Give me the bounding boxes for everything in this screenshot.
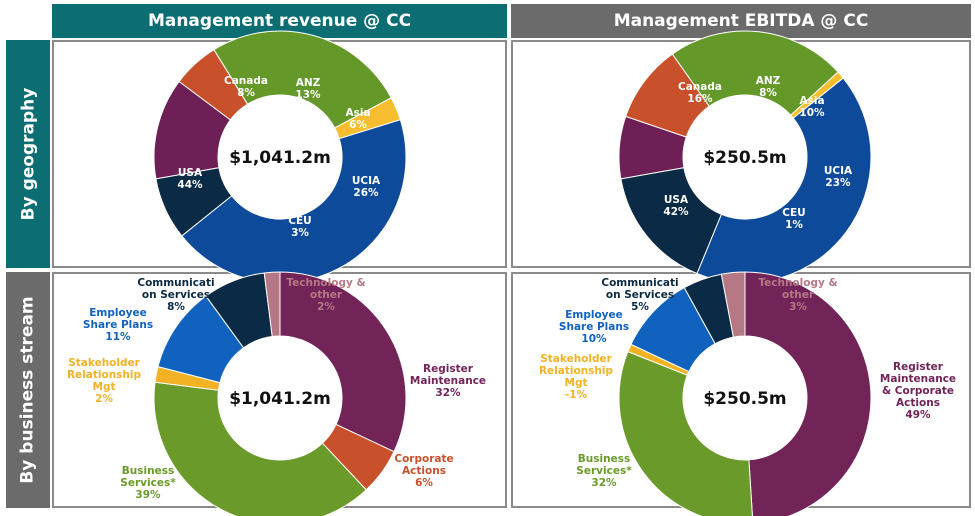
label-rev-bus-stakeholder: Stakeholder Relationship Mgt 2% — [67, 357, 142, 405]
label-rev-geo-ucia: UCIA 26% — [352, 175, 381, 199]
donut-ebitda-geo: ANZ 8% Asia 10% UCIA 23% CEU 1% USA 42% Canada 16% $… — [618, 30, 872, 284]
center-total-rev-geo: $1,041.2m — [229, 148, 331, 168]
slice-rev-bus-register — [279, 271, 407, 453]
slice-ebitda-bus-technology — [720, 271, 746, 338]
label-rev-bus-employee: Employee Share Plans 11% — [83, 307, 153, 343]
label-ebitda-geo-usa: USA 42% — [663, 194, 689, 218]
geography-row-header: By geography — [6, 40, 50, 268]
revenue-header-text: Management revenue @ CC — [147, 11, 412, 31]
label-ebitda-bus-technology: Technology & other 3% — [758, 277, 837, 313]
slice-rev-geo-canada — [155, 167, 233, 237]
center-total-rev-bus: $1,041.2m — [229, 389, 331, 409]
label-ebitda-geo-anz: ANZ 8% — [756, 75, 781, 99]
label-ebitda-bus-stakeholder: Stakeholder Relationship Mgt -1% — [539, 353, 614, 401]
slice-rev-bus-business — [153, 381, 367, 516]
label-ebitda-geo-asia: Asia 10% — [799, 95, 825, 119]
ebitda-header-text: Management EBITDA @ CC — [613, 11, 869, 31]
slice-rev-bus-technology — [263, 271, 281, 338]
label-rev-geo-asia: Asia 6% — [345, 107, 370, 131]
slice-ebitda-bus-register — [744, 271, 872, 516]
business-stream-row-header: By business stream — [6, 272, 50, 508]
slice-ebitda-geo-ucia — [671, 30, 839, 116]
label-ebitda-bus-communicati: Communicati on Services 5% — [601, 277, 678, 313]
label-rev-bus-business: Business Services* 39% — [120, 465, 176, 501]
label-ebitda-geo-ceu: CEU 1% — [782, 207, 805, 231]
label-rev-bus-technology: Technology & other 2% — [286, 277, 365, 313]
label-rev-bus-corporate: Corporate Actions 6% — [394, 453, 453, 489]
slice-rev-geo-ucia — [213, 30, 392, 129]
label-rev-geo-usa: USA 44% — [177, 167, 203, 191]
donut-rev-bus: Register Maintenance 32% Corporate Actions 6%… — [67, 271, 486, 516]
slice-rev-geo-usa — [181, 119, 407, 284]
slice-ebitda-bus-business — [618, 350, 753, 516]
label-ebitda-bus-employee: Employee Share Plans 10% — [559, 309, 629, 345]
donut-ebitda-bus: Register Maintenance & Corporate Actions 49%… — [539, 271, 956, 516]
slice-ebitda-geo-canada — [620, 167, 723, 275]
label-ebitda-geo-ucia: UCIA 23% — [824, 165, 853, 189]
donut-rev-geo: ANZ 13% Asia 6% UCIA 26% CEU 3% USA 44% Canada 8% $1… — [153, 30, 407, 284]
label-ebitda-bus-business: Business Services* 32% — [576, 453, 632, 489]
label-rev-geo-ceu: CEU 3% — [288, 215, 311, 239]
center-total-ebitda-geo: $250.5m — [703, 148, 786, 168]
label-rev-bus-register: Register Maintenance 32% — [410, 363, 486, 399]
label-rev-geo-anz: ANZ 13% — [295, 77, 321, 101]
label-ebitda-bus-register: Register Maintenance & Corporate Actions 49% — [880, 361, 956, 421]
label-rev-bus-communicati: Communicati on Services 8% — [137, 277, 214, 313]
label-ebitda-geo-canada: Canada 16% — [678, 81, 722, 105]
label-rev-geo-canada: Canada 8% — [224, 75, 268, 99]
center-total-ebitda-bus: $250.5m — [703, 389, 786, 409]
